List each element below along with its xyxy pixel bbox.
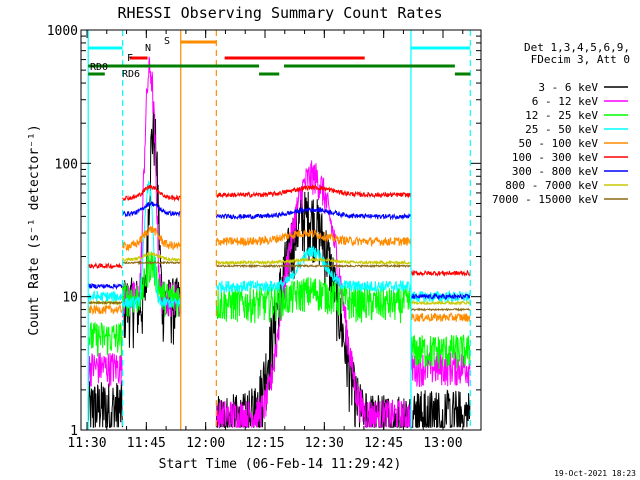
night-flag-label: N <box>145 43 151 54</box>
timestamp: 19-Oct-2021 18:23 <box>554 469 636 478</box>
legend-label: 100 - 300 keV <box>512 151 598 164</box>
x-axis-label: Start Time (06-Feb-14 11:29:42) <box>159 457 402 472</box>
y-axis: 1 10 100 1000 <box>47 24 481 439</box>
series-line-2 <box>87 251 471 370</box>
legend: Det 1,3,4,5,6,9,FDecim 3, Att 0 3 - 6 keV… <box>492 41 630 206</box>
series-line-1 <box>87 56 471 429</box>
y-tick-label: 1 <box>70 424 78 439</box>
legend-label: 800 - 7000 keV <box>505 179 598 192</box>
x-axis: 11:30 11:45 12:00 12:15 12:30 12:45 13:00 <box>67 30 464 451</box>
rd0-flag-label: RD0 <box>90 62 108 73</box>
legend-label: 6 - 12 keV <box>532 95 599 108</box>
y-tick-label: 10 <box>62 291 78 306</box>
legend-label: 50 - 100 keV <box>519 137 599 150</box>
x-tick-label: 13:00 <box>423 436 462 451</box>
chart-title: RHESSI Observing Summary Count Rates <box>117 4 442 22</box>
rd6-flag-label: RD6 <box>122 69 140 80</box>
legend-label: 300 - 800 keV <box>512 165 598 178</box>
legend-label: 25 - 50 keV <box>525 123 598 136</box>
series-line-3 <box>87 180 471 309</box>
x-tick-label: 12:00 <box>186 436 225 451</box>
series-line-8 <box>87 260 471 313</box>
flag-layer: N S F RD0 RD6 <box>87 30 471 430</box>
series-line-6 <box>87 201 471 301</box>
series-layer <box>87 56 471 429</box>
y-axis-label: Count Rate (s⁻¹ detector⁻¹) <box>27 124 42 335</box>
series-line-0 <box>87 107 471 429</box>
legend-header-line: Det 1,3,4,5,6,9, <box>524 41 630 54</box>
legend-label: 7000 - 15000 keV <box>492 193 598 206</box>
plot-frame <box>80 29 482 431</box>
x-tick-label: 12:15 <box>245 436 284 451</box>
series-line-5 <box>87 184 471 277</box>
flare-flag-label: F <box>127 53 133 64</box>
x-tick-label: 11:30 <box>67 436 106 451</box>
y-tick-label: 100 <box>55 157 78 172</box>
series-line-4 <box>87 226 471 323</box>
x-tick-label: 11:45 <box>127 436 166 451</box>
y-tick-label: 1000 <box>47 24 78 39</box>
saa-flag-label: S <box>164 36 170 47</box>
x-tick-label: 12:30 <box>305 436 344 451</box>
legend-label: 3 - 6 keV <box>538 81 598 94</box>
x-tick-label: 12:45 <box>364 436 403 451</box>
legend-header-line: FDecim 3, Att 0 <box>531 53 630 66</box>
legend-label: 12 - 25 keV <box>525 109 598 122</box>
